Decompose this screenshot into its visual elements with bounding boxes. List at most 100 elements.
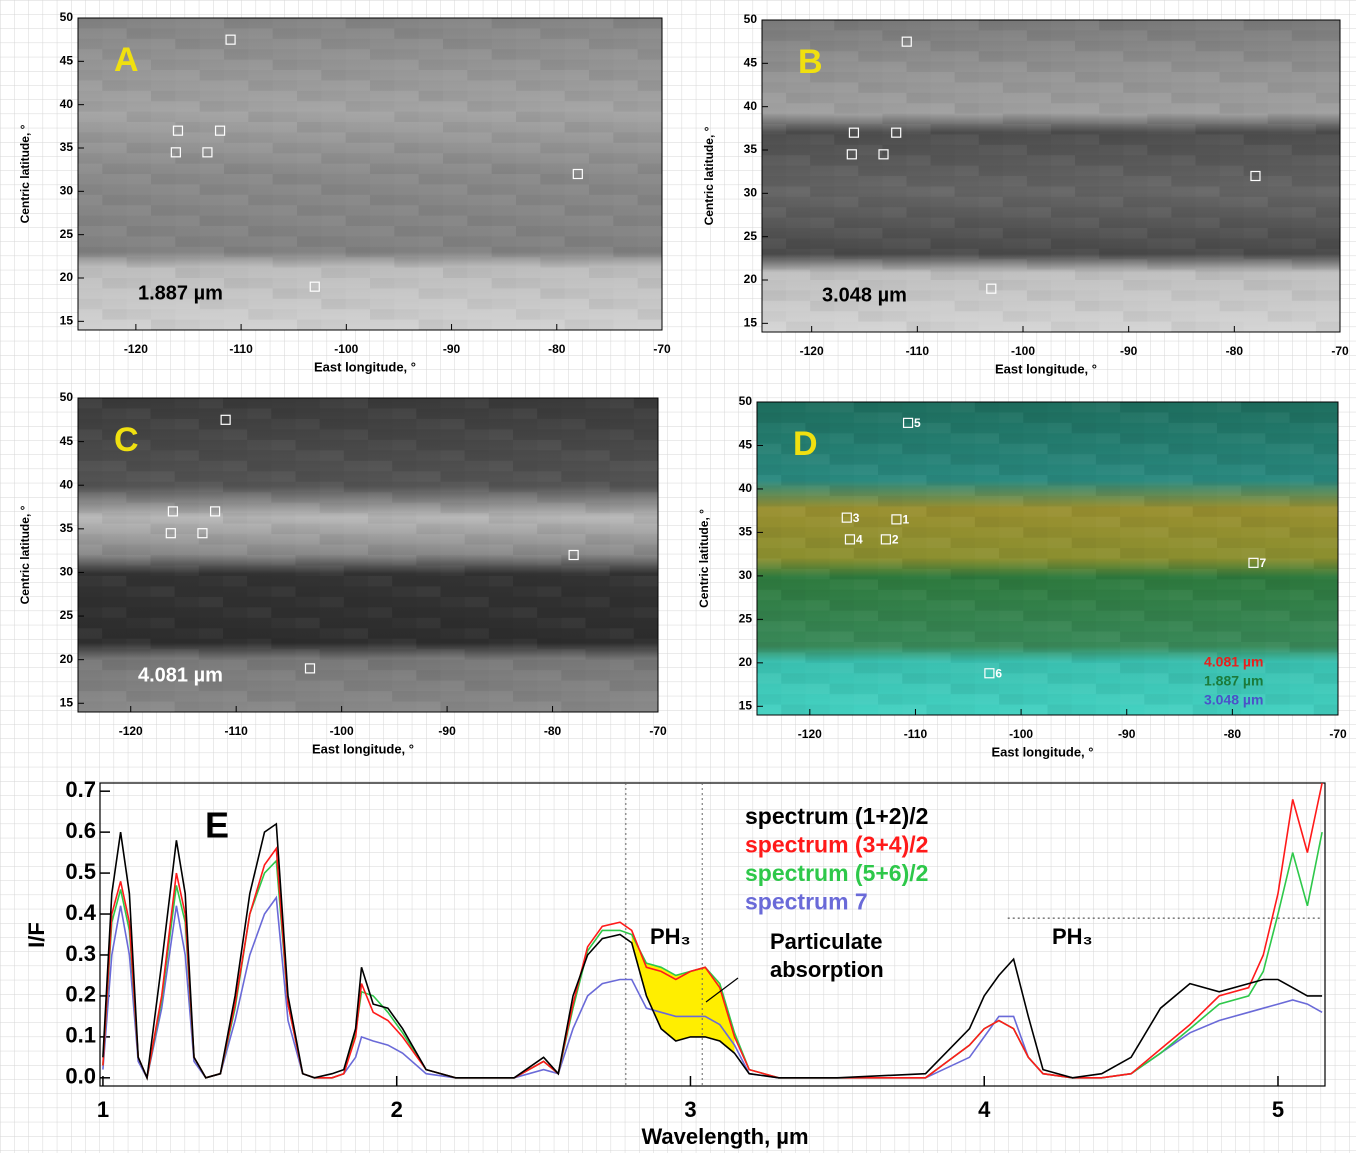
map-texture bbox=[1027, 186, 1051, 196]
map-texture bbox=[781, 506, 805, 516]
map-texture bbox=[224, 70, 248, 80]
map-texture bbox=[762, 186, 786, 196]
map-texture bbox=[907, 155, 931, 165]
map-texture bbox=[102, 257, 126, 267]
map-texture bbox=[979, 176, 1003, 186]
map-texture bbox=[102, 586, 126, 596]
map-texture bbox=[78, 471, 102, 481]
map-texture bbox=[975, 600, 999, 610]
map-texture bbox=[126, 586, 150, 596]
map-texture bbox=[370, 257, 394, 267]
map-texture bbox=[394, 143, 418, 153]
map-texture bbox=[1244, 186, 1268, 196]
map-texture bbox=[1048, 517, 1072, 527]
map-texture bbox=[610, 524, 634, 534]
map-texture bbox=[102, 565, 126, 575]
map-texture bbox=[955, 155, 979, 165]
map-texture bbox=[1220, 155, 1244, 165]
map-texture bbox=[902, 444, 926, 454]
map-texture bbox=[513, 513, 537, 523]
map-texture bbox=[1003, 249, 1027, 259]
map-texture bbox=[392, 660, 416, 670]
map-texture bbox=[248, 299, 272, 309]
map-texture bbox=[151, 309, 175, 319]
map-texture bbox=[151, 639, 175, 649]
map-texture bbox=[762, 259, 786, 269]
map-texture bbox=[443, 299, 467, 309]
map-texture bbox=[368, 670, 392, 680]
map-texture bbox=[1241, 611, 1265, 621]
map-texture bbox=[321, 226, 345, 236]
map-texture bbox=[271, 419, 295, 429]
map-texture bbox=[951, 444, 975, 454]
map-texture bbox=[1048, 496, 1072, 506]
map-texture bbox=[1123, 72, 1147, 82]
y-tick-label: 30 bbox=[739, 568, 753, 582]
map-texture bbox=[1003, 155, 1027, 165]
map-texture bbox=[979, 155, 1003, 165]
map-texture bbox=[858, 114, 882, 124]
map-texture bbox=[394, 278, 418, 288]
map-texture bbox=[586, 586, 610, 596]
map-texture bbox=[78, 112, 102, 122]
map-texture bbox=[1123, 124, 1147, 134]
map-texture bbox=[467, 309, 491, 319]
map-texture bbox=[416, 702, 440, 712]
map-texture bbox=[1099, 270, 1123, 280]
map-texture bbox=[1196, 197, 1220, 207]
map-texture bbox=[907, 103, 931, 113]
x-tick-label: -110 bbox=[225, 724, 249, 738]
map-texture bbox=[537, 618, 561, 628]
map-texture bbox=[1169, 559, 1193, 569]
map-texture bbox=[248, 112, 272, 122]
map-texture bbox=[1292, 311, 1316, 321]
map-texture bbox=[1316, 62, 1340, 72]
map-texture bbox=[489, 545, 513, 555]
map-texture bbox=[368, 618, 392, 628]
map-texture bbox=[931, 311, 955, 321]
legend-label: 1.887 µm bbox=[1204, 673, 1263, 689]
map-texture bbox=[1171, 30, 1195, 40]
map-texture bbox=[540, 205, 564, 215]
map-texture bbox=[78, 236, 102, 246]
map-texture bbox=[1023, 684, 1047, 694]
map-texture bbox=[805, 517, 829, 527]
map-texture bbox=[613, 309, 637, 319]
map-texture bbox=[537, 419, 561, 429]
map-texture bbox=[200, 60, 224, 70]
map-texture bbox=[634, 565, 658, 575]
map-texture bbox=[1314, 548, 1338, 558]
map-texture bbox=[1144, 559, 1168, 569]
map-texture bbox=[224, 101, 248, 111]
map-texture bbox=[296, 545, 320, 555]
map-texture bbox=[1072, 485, 1096, 495]
map-texture bbox=[392, 450, 416, 460]
map-texture bbox=[1096, 496, 1120, 506]
map-texture bbox=[247, 639, 271, 649]
y-tick-label: 30 bbox=[60, 565, 74, 579]
map-texture bbox=[999, 527, 1023, 537]
map-texture bbox=[878, 611, 902, 621]
map-texture bbox=[854, 475, 878, 485]
map-texture bbox=[979, 20, 1003, 30]
map-texture bbox=[805, 590, 829, 600]
map-texture bbox=[926, 673, 950, 683]
map-texture bbox=[247, 440, 271, 450]
map-texture bbox=[830, 694, 854, 704]
map-texture bbox=[979, 41, 1003, 51]
map-texture bbox=[78, 174, 102, 184]
map-texture bbox=[248, 226, 272, 236]
map-texture bbox=[537, 639, 561, 649]
map-texture bbox=[926, 517, 950, 527]
map-texture bbox=[1120, 506, 1144, 516]
region-number: 7 bbox=[1259, 556, 1266, 570]
map-texture bbox=[882, 93, 906, 103]
map-texture bbox=[465, 681, 489, 691]
map-texture bbox=[951, 538, 975, 548]
map-texture bbox=[878, 496, 902, 506]
map-texture bbox=[489, 649, 513, 659]
map-texture bbox=[1196, 176, 1220, 186]
map-texture bbox=[1292, 290, 1316, 300]
map-texture bbox=[296, 461, 320, 471]
map-texture bbox=[1316, 186, 1340, 196]
